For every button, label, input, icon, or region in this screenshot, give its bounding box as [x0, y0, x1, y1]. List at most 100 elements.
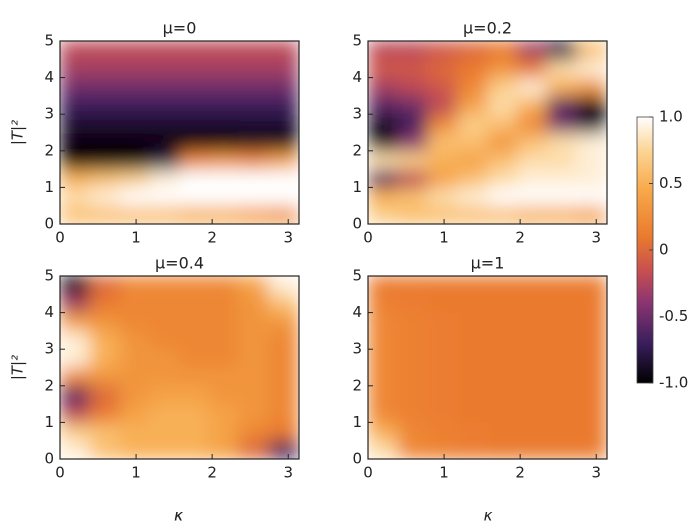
heatmap-cell: [576, 403, 607, 423]
heatmap-cell: [238, 77, 270, 97]
heatmap-cell: [238, 293, 270, 314]
heatmap-cell: [268, 330, 299, 350]
heatmap-cell: [516, 421, 548, 442]
x-tick-label: 3: [591, 229, 601, 247]
heatmap-cell: [456, 330, 488, 350]
heatmap-cell: [576, 58, 607, 79]
heatmap-cell: [89, 77, 121, 97]
heatmap-cell: [268, 293, 299, 314]
heatmap-cell: [179, 150, 211, 170]
heatmap-cell: [60, 385, 91, 405]
x-tick-label: 2: [207, 464, 217, 482]
heatmap-cell: [397, 168, 429, 188]
heatmap-cell: [487, 41, 519, 60]
y-tick-label: 5: [44, 32, 54, 50]
heatmap-cell: [456, 367, 488, 387]
heatmap-cell: [397, 367, 429, 387]
heatmap-cell: [238, 403, 270, 423]
heatmap-cell: [576, 150, 607, 170]
y-tick-label: 3: [352, 105, 362, 123]
heatmap-cell: [456, 113, 488, 133]
heatmap-cell: [546, 312, 578, 332]
heatmap-cell: [397, 77, 429, 97]
heatmap-cell: [179, 77, 211, 97]
heatmap-cell: [148, 150, 180, 170]
heatmap-cell: [60, 41, 91, 60]
heatmap-cell: [148, 276, 180, 295]
heatmap-cell: [208, 312, 240, 332]
heatmap-cell: [179, 205, 211, 224]
x-tick-label: 1: [131, 464, 141, 482]
heatmap-cell: [368, 293, 399, 314]
heatmap-cell: [487, 95, 519, 115]
heatmap-cell: [487, 77, 519, 97]
heatmap-cell: [427, 150, 458, 170]
y-tick-label: 4: [44, 303, 54, 321]
heatmap-cell: [368, 41, 399, 60]
heatmap-cell: [427, 132, 458, 152]
plot-frame: [59, 40, 300, 225]
heatmap-cell: [89, 41, 121, 60]
heatmap-cell: [268, 421, 299, 442]
heatmap-cell: [268, 276, 299, 295]
heatmap-cell: [516, 403, 548, 423]
heatmap-cell: [456, 312, 488, 332]
heatmap-cell: [487, 132, 519, 152]
heatmap-cell: [516, 150, 548, 170]
y-tick-label: 4: [352, 303, 362, 321]
heatmap-cell: [268, 348, 299, 368]
heatmap-cell: [516, 276, 548, 295]
heatmap-cell: [89, 58, 121, 79]
heatmap-cell: [456, 150, 488, 170]
heatmap-cell: [397, 403, 429, 423]
x-tick-label: 0: [55, 229, 65, 247]
heatmap-cell: [546, 41, 578, 60]
heatmap-cell: [268, 41, 299, 60]
heatmap-cell: [487, 348, 519, 368]
heatmap-cell: [238, 95, 270, 115]
heatmap-cell: [60, 186, 91, 207]
heatmap-cell: [238, 41, 270, 60]
y-tick-label: 0: [352, 450, 362, 468]
heatmap-cell: [268, 186, 299, 207]
heatmap-cell: [487, 330, 519, 350]
heatmap-cell: [487, 403, 519, 423]
heatmap-cell: [368, 77, 399, 97]
heatmap-cell: [60, 403, 91, 423]
heatmap-cell: [397, 385, 429, 405]
heatmap-cell: [148, 330, 180, 350]
heatmap-cell: [576, 205, 607, 224]
plot-frame: [59, 275, 300, 460]
y-tick-label: 1: [44, 413, 54, 431]
x-tick-label: 2: [207, 229, 217, 247]
heatmap-cell: [148, 403, 180, 423]
heatmap-cell: [119, 95, 150, 115]
heatmap-cell: [516, 312, 548, 332]
heatmap-cell: [456, 348, 488, 368]
heatmap-cell: [427, 113, 458, 133]
heatmap-cell: [60, 312, 91, 332]
heatmap-cell: [576, 348, 607, 368]
heatmap-cell: [516, 367, 548, 387]
heatmap-cell: [238, 113, 270, 133]
heatmap-cell: [179, 41, 211, 60]
heatmap-cell: [368, 421, 399, 442]
heatmap-cell: [238, 168, 270, 188]
heatmap-cell: [397, 150, 429, 170]
heatmap-cell: [516, 113, 548, 133]
heatmap-cell: [368, 367, 399, 387]
heatmap-cell: [268, 312, 299, 332]
heatmap-clip: [60, 276, 299, 459]
heatmap-cell: [208, 41, 240, 60]
heatmap-cell: [456, 58, 488, 79]
heatmap-cell: [427, 330, 458, 350]
panel-title: μ=1: [471, 254, 505, 273]
heatmap-cell: [148, 312, 180, 332]
heatmap-cell: [179, 367, 211, 387]
x-axis-label: κ: [174, 507, 183, 525]
heatmap-cell: [89, 205, 121, 224]
heatmap-cell: [456, 385, 488, 405]
heatmap-cell: [427, 421, 458, 442]
heatmap-cell: [268, 150, 299, 170]
